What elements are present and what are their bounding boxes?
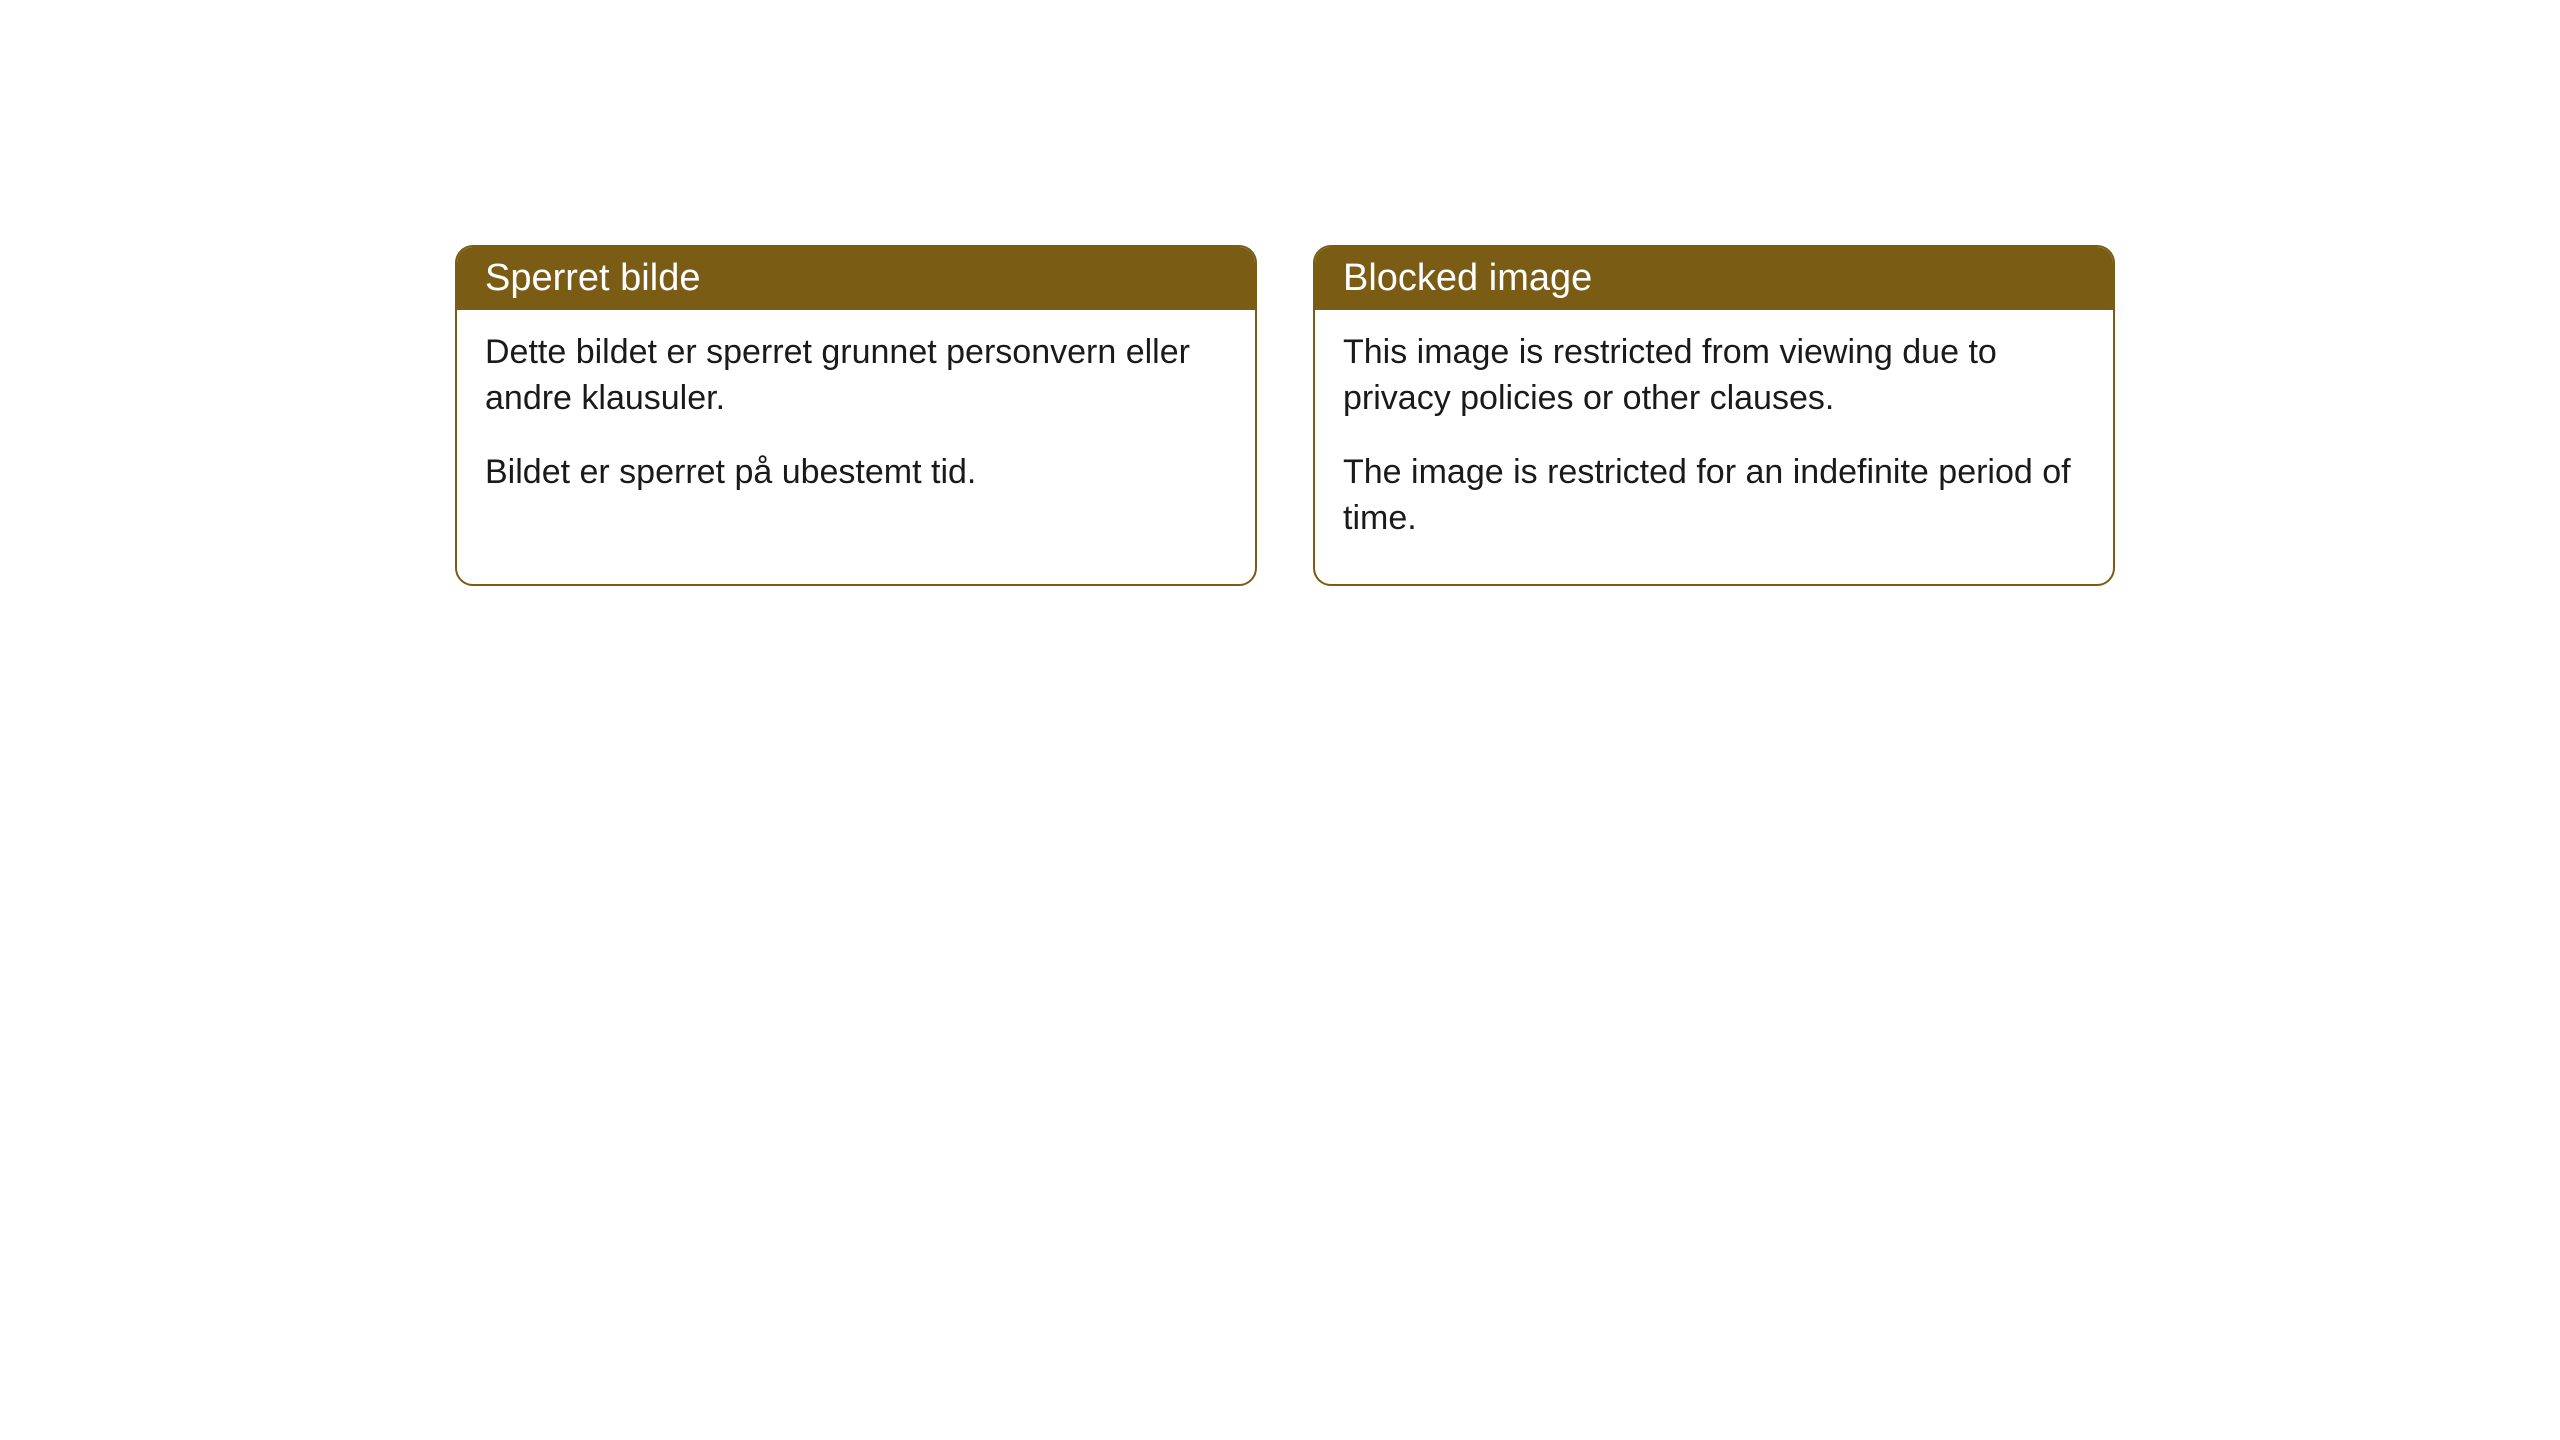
notice-container: Sperret bilde Dette bildet er sperret gr… (455, 245, 2115, 586)
card-paragraph-1-en: This image is restricted from viewing du… (1343, 330, 2085, 422)
card-body-en: This image is restricted from viewing du… (1315, 310, 2113, 584)
card-paragraph-1-no: Dette bildet er sperret grunnet personve… (485, 330, 1227, 422)
blocked-image-card-no: Sperret bilde Dette bildet er sperret gr… (455, 245, 1257, 586)
card-paragraph-2-en: The image is restricted for an indefinit… (1343, 450, 2085, 542)
card-header-no: Sperret bilde (457, 247, 1255, 310)
blocked-image-card-en: Blocked image This image is restricted f… (1313, 245, 2115, 586)
card-body-no: Dette bildet er sperret grunnet personve… (457, 310, 1255, 538)
card-header-en: Blocked image (1315, 247, 2113, 310)
card-paragraph-2-no: Bildet er sperret på ubestemt tid. (485, 450, 1227, 496)
